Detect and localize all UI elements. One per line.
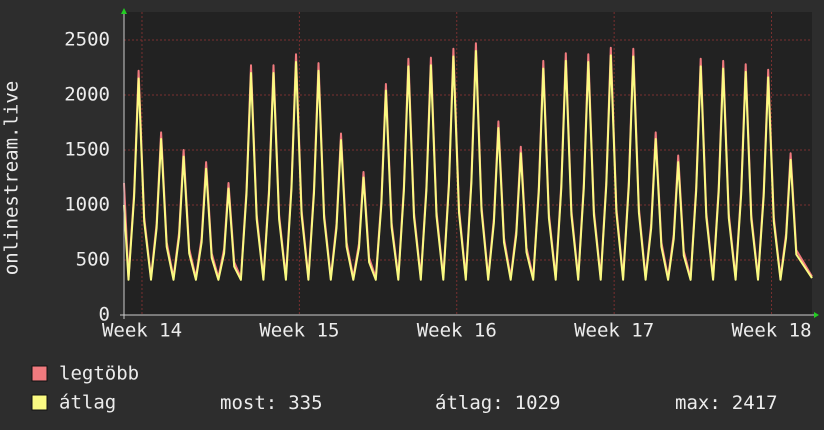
y-tick-label: 2500: [64, 29, 110, 51]
legend-label: átlag: [59, 392, 116, 414]
legend-swatch: [31, 365, 48, 382]
y-tick-label: 1000: [64, 194, 110, 216]
y-tick-label: 2000: [64, 84, 110, 106]
stat-value: 2417: [732, 392, 778, 414]
axis-arrow: [814, 312, 819, 318]
stat-value: 335: [288, 392, 322, 414]
x-tick-label: Week 18: [731, 320, 811, 342]
legend-label: legtöbb: [59, 363, 139, 385]
stat-value: 1029: [515, 392, 561, 414]
x-tick-label: Week 14: [102, 320, 182, 342]
x-tick-label: Week 15: [259, 320, 339, 342]
y-tick-label: 500: [76, 249, 110, 271]
series-line: [123, 50, 813, 281]
axis-arrow: [121, 8, 127, 14]
x-tick-label: Week 16: [417, 320, 497, 342]
y-axis-label: onlinestream.live: [1, 81, 23, 275]
stat: most: 335: [220, 392, 323, 414]
x-tick-label: Week 17: [574, 320, 654, 342]
stat: max: 2417: [675, 392, 778, 414]
stat-label: átlag:: [435, 392, 504, 414]
y-tick-label: 1500: [64, 139, 110, 161]
stat-label: max:: [675, 392, 721, 414]
plot-area: [124, 12, 812, 315]
stat-label: most:: [220, 392, 277, 414]
y-tick-label: 0: [99, 304, 110, 326]
stat: átlag: 1029: [435, 392, 560, 414]
legend-swatch: [31, 394, 48, 411]
